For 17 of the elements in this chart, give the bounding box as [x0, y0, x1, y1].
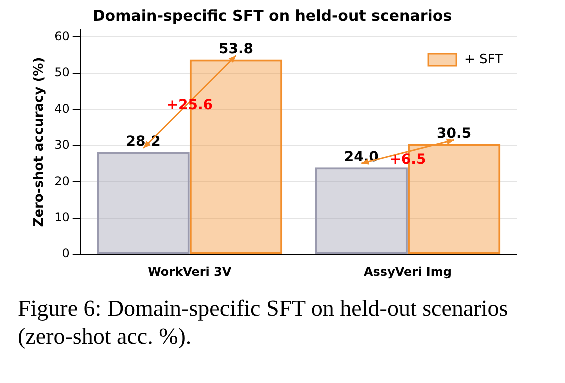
x-tick-label: AssyVeri Img	[364, 264, 452, 279]
data-label: 30.5	[437, 126, 472, 142]
x-tick-label: WorkVeri 3V	[148, 264, 232, 279]
caption: Figure 6: Domain-specific SFT on held-out scenarios (zero-shot acc. %).	[18, 295, 510, 351]
data-label: 53.8	[218, 41, 254, 58]
y-tick-label: 30	[54, 138, 70, 152]
y-tick-label: 40	[54, 102, 70, 116]
y-tick-label: 20	[54, 174, 70, 188]
chart-title: Domain-specific SFT on held-out scenarios	[92, 6, 452, 25]
y-axis-title: Zero-shot accuracy (%)	[32, 57, 48, 228]
legend-label: + SFT	[464, 52, 504, 68]
bar	[315, 168, 408, 254]
y-tick-label: 0	[62, 246, 70, 261]
y-tick-label: 50	[54, 66, 70, 80]
y-tick-label: 60	[54, 29, 70, 44]
bar	[97, 152, 190, 254]
y-tick-label: 10	[54, 210, 70, 224]
